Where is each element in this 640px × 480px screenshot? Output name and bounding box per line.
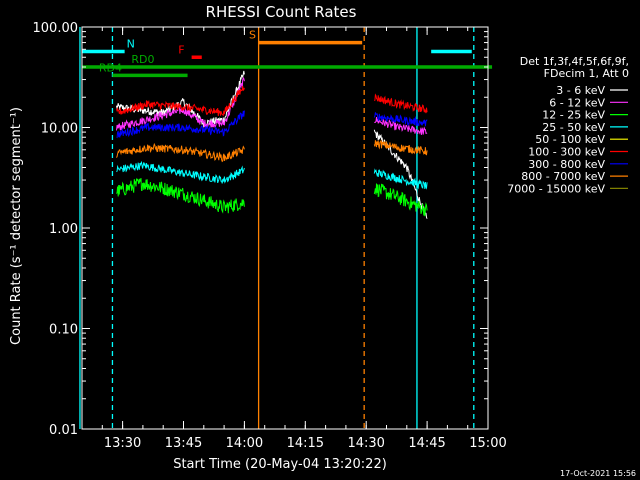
vertical-markers: [79, 27, 475, 429]
x-tick-label: 13:30: [104, 436, 141, 451]
x-tick-label: 14:30: [347, 436, 384, 451]
axis-ticks: 13:30 13:45 14:00 14:15 14:30 14:45 15:00 0.01 0…: [33, 21, 507, 451]
series-line-2: [373, 183, 428, 217]
series-group: [116, 70, 428, 219]
series-line-3: [373, 168, 428, 190]
x-axis-label: Start Time (20-May-04 13:20:22): [173, 457, 387, 472]
legend-entry-label: 7000 - 15000 keV: [507, 182, 605, 195]
footer-date: 17-Oct-2021 15:56: [560, 469, 636, 478]
series-line-5: [116, 85, 245, 117]
legend-entry-label: 50 - 100 keV: [535, 133, 605, 146]
legend-entry-label: 25 - 50 keV: [542, 121, 605, 134]
legend-entry-label: 3 - 6 keV: [556, 84, 605, 97]
x-tick-label: 14:45: [408, 436, 445, 451]
flag-label-rd0: RD0: [131, 53, 154, 66]
x-tick-label: 15:00: [469, 436, 506, 451]
x-tick-label: 13:45: [165, 436, 202, 451]
series-line-6: [116, 110, 245, 139]
series-line-1: [116, 76, 245, 131]
series-line-7: [373, 139, 428, 156]
legend-entry-label: 300 - 800 keV: [528, 158, 605, 171]
series-line-2: [116, 177, 245, 214]
y-axis-label: Count Rate (s⁻¹ detector segment⁻¹): [9, 107, 24, 345]
legend-entry-label: 800 - 7000 keV: [521, 170, 605, 183]
flag-bars: N F S RD0 RD4: [82, 29, 493, 78]
y-tick-label: 0.01: [49, 423, 78, 438]
series-line-6: [373, 112, 428, 127]
y-tick-label: 10.00: [41, 122, 78, 137]
flag-label-rd4: RD4: [99, 61, 122, 74]
series-line-1: [374, 117, 428, 135]
series-line-5: [373, 93, 428, 114]
y-tick-label: 0.10: [49, 323, 78, 338]
series-line-7: [116, 142, 245, 163]
series-line-3: [116, 160, 245, 184]
y-tick-label: 1.00: [49, 222, 78, 237]
flag-label-f: F: [178, 43, 184, 56]
legend-entry-label: 100 - 300 keV: [528, 146, 605, 159]
legend-header-1: Det 1f,3f,4f,5f,6f,9f,: [520, 55, 629, 68]
chart-title: RHESSI Count Rates: [206, 3, 357, 21]
legend-entry-label: 12 - 25 keV: [542, 109, 605, 122]
y-tick-label: 100.00: [33, 21, 79, 36]
legend-header-2: FDecim 1, Att 0: [544, 67, 629, 80]
x-tick-label: 14:15: [287, 436, 324, 451]
flag-label-n: N: [127, 38, 135, 51]
flag-label-s: S: [249, 29, 256, 42]
legend-entry-label: 6 - 12 keV: [549, 96, 605, 109]
x-tick-label: 14:00: [226, 436, 263, 451]
